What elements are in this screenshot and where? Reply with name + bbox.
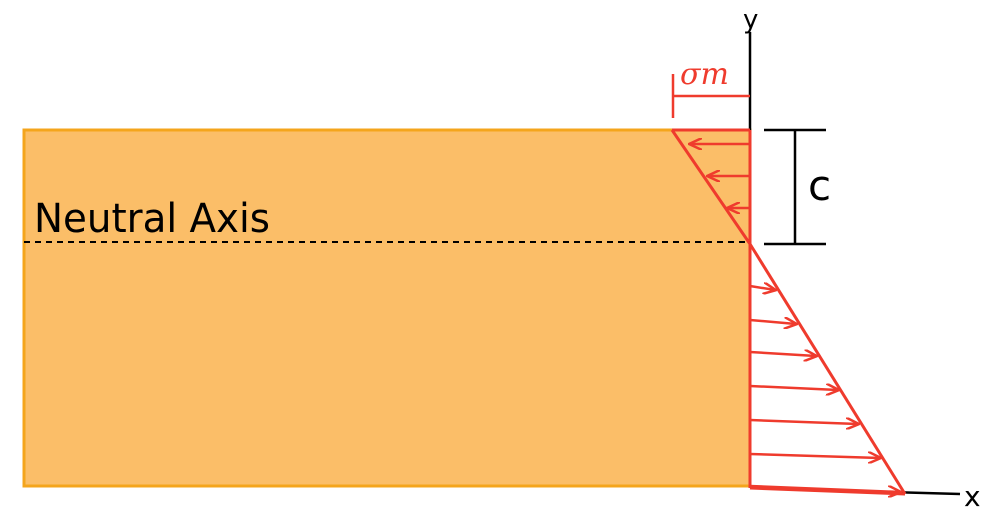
x-axis-label: x [964, 480, 981, 513]
tension-arrow [748, 320, 796, 324]
tension-arrow [748, 286, 775, 290]
distance-label: c [808, 161, 831, 210]
tension-arrows [748, 286, 900, 492]
neutral-axis-label: Neutral Axis [34, 196, 270, 242]
compression-arrows [690, 144, 752, 208]
tension-arrow [748, 386, 838, 390]
y-axis-label: y [743, 5, 758, 35]
max-stress-label: σm [680, 57, 729, 92]
tension-arrow [748, 454, 880, 458]
beam-section [22, 128, 752, 488]
tension-arrow [748, 352, 816, 356]
tension-arrow [748, 484, 900, 492]
distance-dimension [764, 128, 826, 246]
max-stress-dimension [671, 74, 750, 118]
tension-arrow [748, 420, 858, 424]
